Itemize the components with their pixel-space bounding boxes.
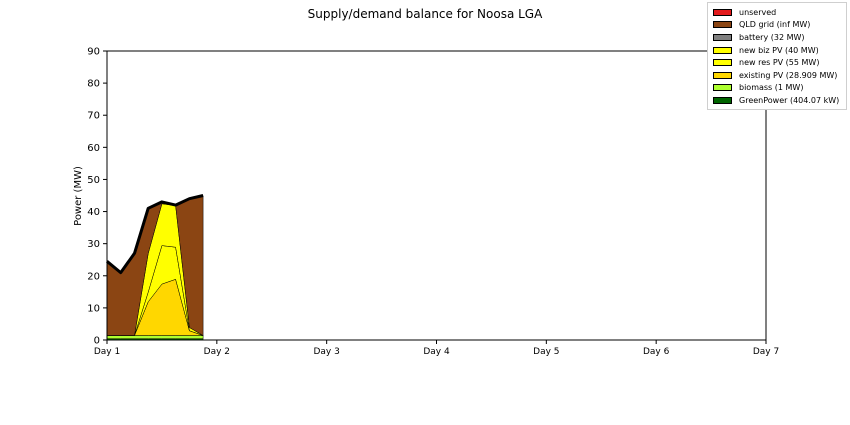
legend-label: battery (32 MW) — [739, 32, 805, 42]
y-tick-label: 50 — [87, 175, 100, 186]
x-tick-label: Day 1 — [94, 347, 120, 357]
legend-label: biomass (1 MW) — [739, 83, 804, 93]
legend-swatch — [713, 46, 732, 54]
legend-entry: biomass (1 MW) — [713, 82, 842, 95]
y-tick-label: 70 — [87, 111, 100, 122]
x-tick-label: Day 2 — [204, 347, 230, 357]
legend-entry: QLD grid (inf MW) — [713, 19, 842, 32]
legend-label: GreenPower (404.07 kW) — [739, 95, 840, 105]
y-tick-label: 0 — [94, 336, 100, 347]
legend-swatch — [713, 21, 732, 29]
x-tick-label: Day 4 — [423, 347, 450, 357]
legend-swatch — [713, 96, 732, 104]
legend-label: unserved — [739, 7, 777, 17]
y-tick-label: 80 — [87, 79, 100, 90]
axes: Power (MW) 0 10 20 30 40 50 60 70 80 90 Day 1 Day 2… — [73, 47, 779, 358]
legend-swatch — [713, 8, 732, 16]
legend-swatch — [713, 59, 732, 67]
legend-label: QLD grid (inf MW) — [739, 20, 811, 30]
y-tick-label: 10 — [87, 303, 100, 314]
x-tick-label: Day 5 — [533, 347, 559, 357]
legend-label: new biz PV (40 MW) — [739, 45, 819, 55]
y-tick-label: 20 — [87, 271, 100, 282]
legend-entry: unserved — [713, 6, 842, 19]
x-tick-label: Day 3 — [313, 347, 339, 357]
x-tick-label: Day 7 — [753, 347, 779, 357]
legend: unserved QLD grid (inf MW) battery (32 MW)… — [707, 2, 847, 110]
y-tick-label: 30 — [87, 239, 100, 250]
legend-swatch — [713, 33, 732, 41]
legend-entry: new res PV (55 MW) — [713, 56, 842, 69]
legend-label: new res PV (55 MW) — [739, 58, 820, 68]
legend-swatch — [713, 71, 732, 79]
y-tick-label: 90 — [87, 47, 100, 58]
legend-entry: battery (32 MW) — [713, 31, 842, 44]
legend-entry: GreenPower (404.07 kW) — [713, 94, 842, 107]
y-tick-label: 40 — [87, 207, 100, 218]
legend-swatch — [713, 84, 732, 92]
plot-frame — [106, 50, 767, 341]
legend-entry: existing PV (28.909 MW) — [713, 69, 842, 82]
x-tick-label: Day 6 — [643, 347, 670, 357]
legend-label: existing PV (28.909 MW) — [739, 70, 838, 80]
y-axis-label: Power (MW) — [73, 166, 84, 226]
plot-area — [106, 194, 204, 341]
y-tick-label: 60 — [87, 143, 100, 154]
demand-line — [106, 194, 204, 275]
area-biomass-1-mw — [106, 335, 204, 339]
legend-entry: new biz PV (40 MW) — [713, 44, 842, 57]
chart-title: Supply/demand balance for Noosa LGA — [308, 7, 543, 21]
